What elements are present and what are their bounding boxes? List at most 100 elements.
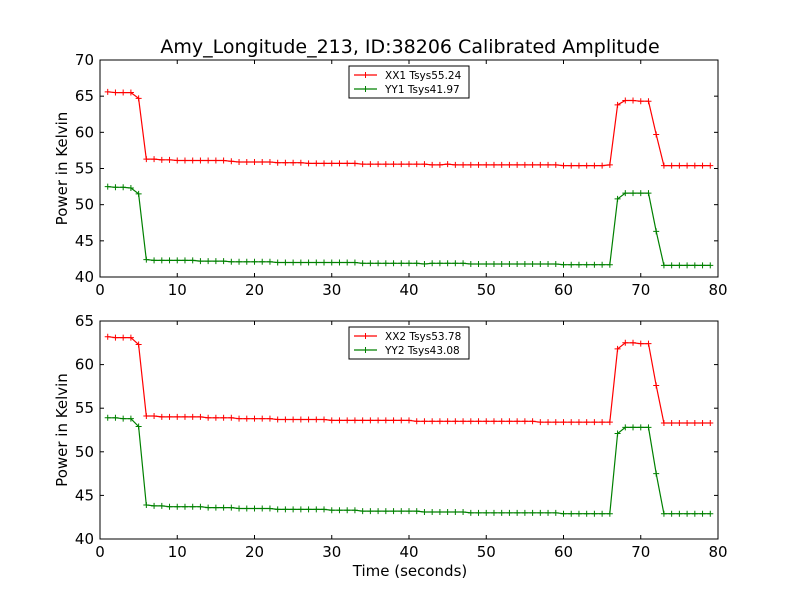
bottom-series-1-point — [545, 419, 552, 426]
bottom-series-1-point — [112, 334, 119, 341]
top-series-2-point — [197, 258, 204, 265]
bottom-series-2-point — [521, 509, 528, 516]
bottom-series-1-point — [552, 419, 559, 426]
top-series-1-point — [305, 160, 312, 167]
top-series-2-point — [166, 257, 173, 264]
bottom-series-1-point — [375, 417, 382, 424]
x-axis-label: Time (seconds) — [352, 562, 468, 580]
bottom-series-2-point — [328, 507, 335, 514]
bottom-series-1-point — [406, 417, 412, 424]
top-series-1-point — [220, 157, 227, 164]
top-series-1-point — [313, 160, 320, 167]
bottom-series-2-point — [614, 430, 621, 437]
top-series-1-point — [135, 95, 142, 102]
bottom-series-2-point — [537, 509, 544, 516]
bottom-x-tick-label: 10 — [168, 543, 187, 561]
top-series-2-point — [174, 257, 181, 264]
bottom-series-1-point — [660, 420, 667, 427]
bottom-series-2-point — [274, 506, 281, 513]
top-series-2-point — [552, 260, 559, 267]
bottom-series-1-point — [421, 418, 428, 425]
bottom-series-2-point — [583, 510, 590, 517]
top-series-1-point — [212, 157, 219, 164]
top-series-1-point — [707, 162, 714, 169]
bottom-series-1-point — [251, 415, 258, 422]
bottom-series-2-point — [406, 508, 412, 515]
top-series-2-point — [676, 262, 683, 269]
bottom-series-2-point — [104, 414, 111, 421]
bottom-series-1-point — [676, 420, 683, 427]
bottom-y-tick-label: 40 — [75, 530, 94, 548]
top-series-2-point — [483, 260, 490, 267]
bottom-series-1-point — [691, 420, 698, 427]
top-series-1-point — [630, 97, 637, 104]
bottom-legend-entry-2: YY2 Tsys43.08 — [384, 345, 460, 357]
bottom-series-2-point — [684, 510, 691, 517]
bottom-series-1-point — [514, 418, 521, 425]
bottom-series-2-point — [676, 510, 683, 517]
bottom-series-1-point — [351, 417, 358, 424]
top-x-tick-label: 30 — [322, 281, 341, 299]
top-series-2-point — [568, 261, 575, 268]
top-y-tick-label: 60 — [75, 123, 94, 141]
bottom-series-1-point — [305, 416, 312, 423]
top-series-1-point — [181, 157, 188, 164]
top-series-1-point — [143, 156, 150, 163]
bottom-x-tick-label: 20 — [245, 543, 264, 561]
bottom-series-1-point — [135, 341, 142, 348]
bottom-series-2-point — [490, 509, 497, 516]
bottom-series-1-point — [236, 415, 243, 422]
top-series-2-point — [367, 260, 374, 267]
bottom-series-1-point — [151, 413, 158, 420]
top-series-1-point — [112, 89, 119, 96]
bottom-series-1-point — [614, 345, 621, 352]
top-series-2-point — [243, 258, 250, 265]
top-series-1-point — [521, 161, 528, 168]
bottom-series-2-point — [158, 502, 165, 509]
bottom-series-2-point — [568, 510, 575, 517]
bottom-y-tick-label: 60 — [75, 356, 94, 374]
top-series-2-point — [228, 258, 235, 265]
top-series-2-point — [112, 184, 119, 191]
top-series-1-point — [622, 97, 629, 104]
top-series-2-point — [104, 183, 111, 190]
bottom-series-1-point — [390, 417, 397, 424]
top-series-1-point — [290, 159, 297, 166]
bottom-series-2-point — [707, 510, 714, 517]
bottom-series-2-point — [336, 507, 343, 514]
bottom-series-2-point — [429, 508, 436, 515]
top-series-1-point — [158, 156, 165, 163]
top-y-tick-label: 50 — [75, 196, 94, 214]
top-legend — [348, 65, 470, 99]
top-series-1-point — [614, 101, 621, 108]
bottom-series-2-point — [460, 508, 467, 515]
bottom-series-1-point — [189, 413, 196, 420]
bottom-series-1-point — [699, 420, 706, 427]
top-series-2-point — [336, 259, 343, 266]
bottom-series-2-point — [514, 509, 521, 516]
bottom-series-2-point — [236, 505, 243, 512]
top-series-2-point — [259, 258, 266, 265]
top-legend-entry-1: XX1 Tsys55.24 — [385, 70, 462, 82]
bottom-series-1-point — [490, 418, 497, 425]
top-series-1-point — [498, 161, 505, 168]
top-series-2-point — [653, 228, 660, 235]
bottom-series-1-point — [197, 413, 204, 420]
top-series-2-point — [684, 262, 691, 269]
bottom-series-2-point — [483, 509, 490, 516]
bottom-series-1-point — [181, 413, 188, 420]
bottom-series-2-point — [452, 508, 459, 515]
bottom-series-1-point — [290, 416, 297, 423]
top-series-1-point — [591, 162, 598, 169]
top-series-2-point — [151, 257, 158, 264]
top-series-2-point — [328, 259, 335, 266]
top-series-2-point — [606, 261, 613, 268]
bottom-series-1-point — [429, 418, 436, 425]
bottom-series-1-point — [622, 339, 629, 346]
bottom-series-2-point — [660, 510, 667, 517]
bottom-series-2-point — [351, 507, 358, 514]
top-series-2-point — [382, 260, 389, 267]
bottom-series-2-point — [297, 506, 304, 513]
top-series-1-point — [151, 156, 158, 163]
top-series-1-point — [174, 157, 181, 164]
